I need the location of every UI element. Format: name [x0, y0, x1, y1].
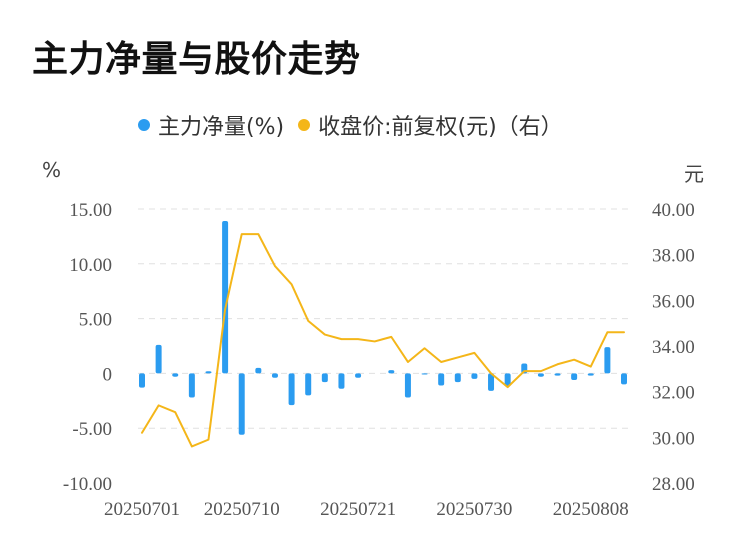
x-tick-label: 20250701: [104, 499, 180, 520]
legend-label-close-price: 收盘价:前复权(元)（右）: [318, 115, 563, 140]
net-flow-bar: [222, 221, 229, 374]
legend-label-net-flow: 主力净量(%): [158, 115, 285, 140]
net-flow-bar: [155, 344, 162, 374]
net-flow-bar: [604, 347, 611, 374]
net-flow-bar: [421, 373, 428, 375]
net-flow-bar: [271, 373, 278, 378]
net-flow-bar: [188, 373, 195, 398]
y-left-tick-label: -5.00: [72, 419, 112, 440]
net-flow-bar: [587, 373, 594, 376]
net-flow-bar: [554, 373, 561, 376]
y-left-tick-label: 0: [103, 364, 113, 385]
net-flow-bar: [388, 370, 395, 374]
net-flow-bar: [288, 373, 295, 406]
y-right-tick-label: 32.00: [652, 383, 695, 404]
net-flow-bar: [488, 373, 495, 391]
net-flow-bar: [471, 373, 478, 379]
right-axis-unit: 元: [684, 162, 704, 186]
y-right-tick-label: 38.00: [652, 246, 695, 267]
y-right-tick-label: 40.00: [652, 200, 695, 221]
chart-title: 主力净量与股价走势: [32, 39, 361, 80]
net-flow-bar: [139, 373, 145, 388]
net-flow-bar: [454, 373, 461, 383]
net-flow-bar: [537, 373, 544, 377]
net-flow-bar: [338, 373, 345, 389]
net-flow-bar: [404, 373, 411, 398]
y-right-tick-label: 36.00: [652, 291, 695, 312]
x-tick-label: 20250710: [204, 499, 280, 520]
legend-item-net-flow[interactable]: 主力净量(%): [138, 109, 284, 141]
y-left-tick-label: 10.00: [69, 255, 112, 276]
net-flow-bar: [305, 373, 312, 396]
y-left-tick-label: -10.00: [63, 474, 112, 495]
y-left-tick-label: 15.00: [69, 200, 112, 221]
left-axis-unit: %: [42, 158, 62, 182]
legend-item-close-price[interactable]: 收盘价:前复权(元)（右）: [298, 109, 563, 141]
net-flow-dot-icon: [138, 119, 150, 131]
y-left-tick-label: 5.00: [79, 310, 112, 331]
net-flow-bar: [355, 373, 362, 378]
net-flow-bar: [438, 373, 445, 386]
x-tick-label: 20250730: [436, 499, 512, 520]
y-right-tick-label: 28.00: [652, 474, 695, 495]
net-flow-bar: [504, 373, 511, 387]
net-flow-bar: [321, 373, 328, 383]
net-flow-bar: [571, 373, 578, 380]
net-flow-bar: [205, 371, 212, 374]
y-right-tick-label: 34.00: [652, 337, 695, 358]
net-flow-bar: [238, 373, 245, 435]
y-right-tick-label: 30.00: [652, 428, 695, 449]
x-tick-label: 20250808: [553, 499, 629, 520]
legend: 主力净量(%) 收盘价:前复权(元)（右）: [138, 109, 563, 141]
net-flow-bar: [255, 367, 262, 374]
x-tick-label: 20250721: [320, 499, 396, 520]
net-flow-bar: [621, 373, 627, 385]
close-price-dot-icon: [298, 119, 311, 131]
net-flow-bar: [172, 373, 179, 377]
close-price-line: [141, 233, 625, 448]
